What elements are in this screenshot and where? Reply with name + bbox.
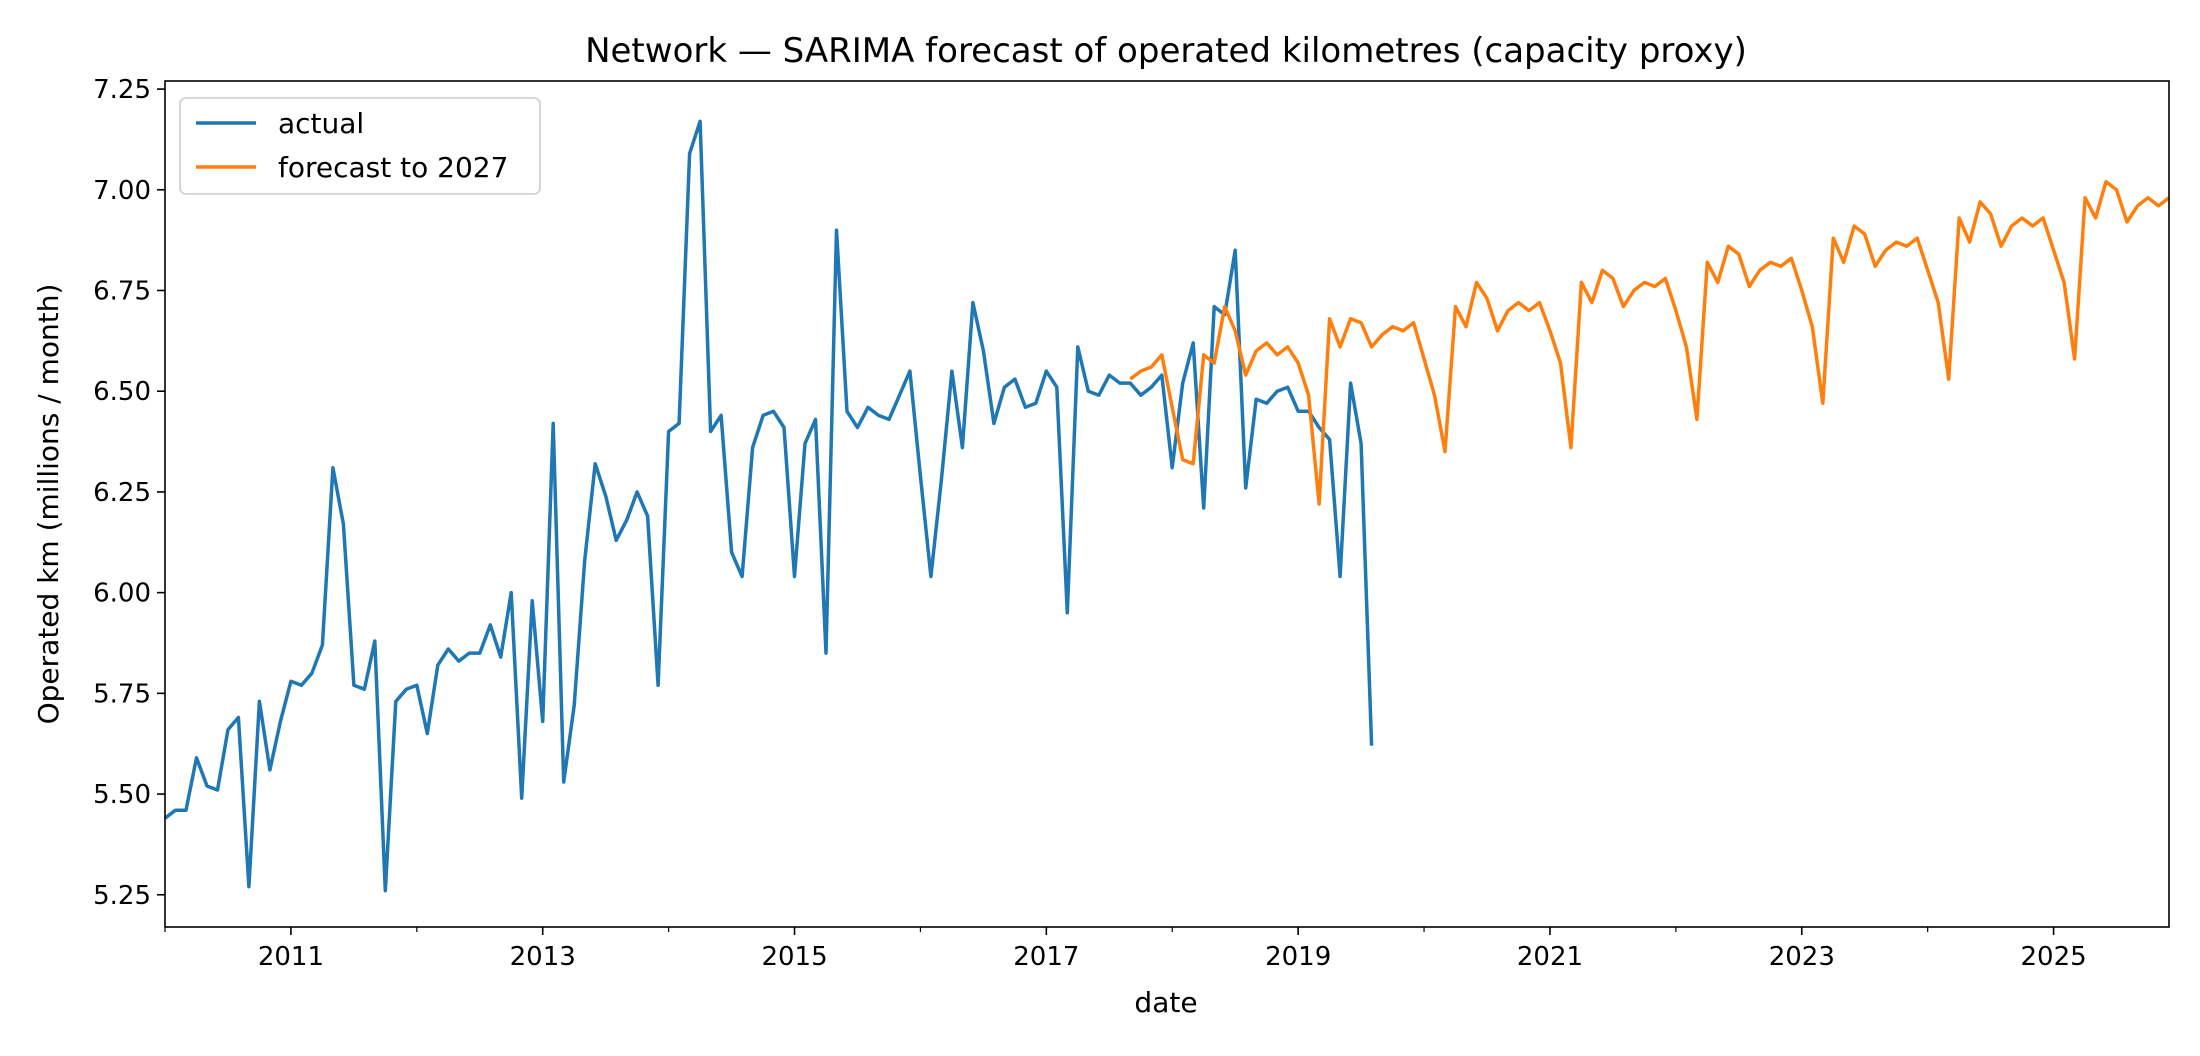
y-axis: 5.25 5.50 5.75 6.00 6.25 6.50 6.75 7.00 7.25 [93, 75, 165, 911]
y-tick-label: 5.25 [93, 881, 151, 911]
series-line-forecast [1129, 179, 2171, 506]
y-tick-label: 5.50 [93, 780, 151, 810]
x-tick-label: 2025 [2021, 942, 2087, 972]
chart-title: Network — SARIMA forecast of operated ki… [585, 31, 1747, 71]
y-tick-label: 5.75 [93, 679, 151, 709]
x-tick-label: 2011 [258, 942, 324, 972]
x-axis: 2011 2013 2015 2017 2019 2021 2023 2025 [164, 927, 2087, 972]
plot-background [165, 81, 2169, 927]
legend-label-actual: actual [278, 107, 364, 140]
legend-box [179, 97, 541, 195]
y-tick-label: 6.00 [93, 579, 151, 609]
y-tick-label: 7.00 [93, 176, 151, 206]
x-tick-label: 2017 [1013, 942, 1079, 972]
legend-label-forecast: forecast to 2027 [278, 151, 508, 184]
y-tick-label: 6.50 [93, 377, 151, 407]
series-layer [163, 119, 2171, 893]
x-tick-label: 2015 [761, 942, 827, 972]
y-tick-label: 6.75 [93, 276, 151, 306]
x-tick-label: 2019 [1265, 942, 1331, 972]
y-tick-label: 6.25 [93, 478, 151, 508]
x-tick-label: 2023 [1769, 942, 1835, 972]
plot-frame [164, 80, 2170, 928]
plot-area [163, 80, 2171, 928]
series-line-actual [163, 119, 1374, 893]
legend: actual forecast to 2027 [179, 97, 541, 195]
x-tick-label: 2013 [510, 942, 576, 972]
y-axis-label: Operated km (millions / month) [32, 284, 65, 725]
x-tick-label: 2021 [1517, 942, 1583, 972]
y-tick-label: 7.25 [93, 75, 151, 105]
x-axis-label: date [1134, 986, 1197, 1019]
